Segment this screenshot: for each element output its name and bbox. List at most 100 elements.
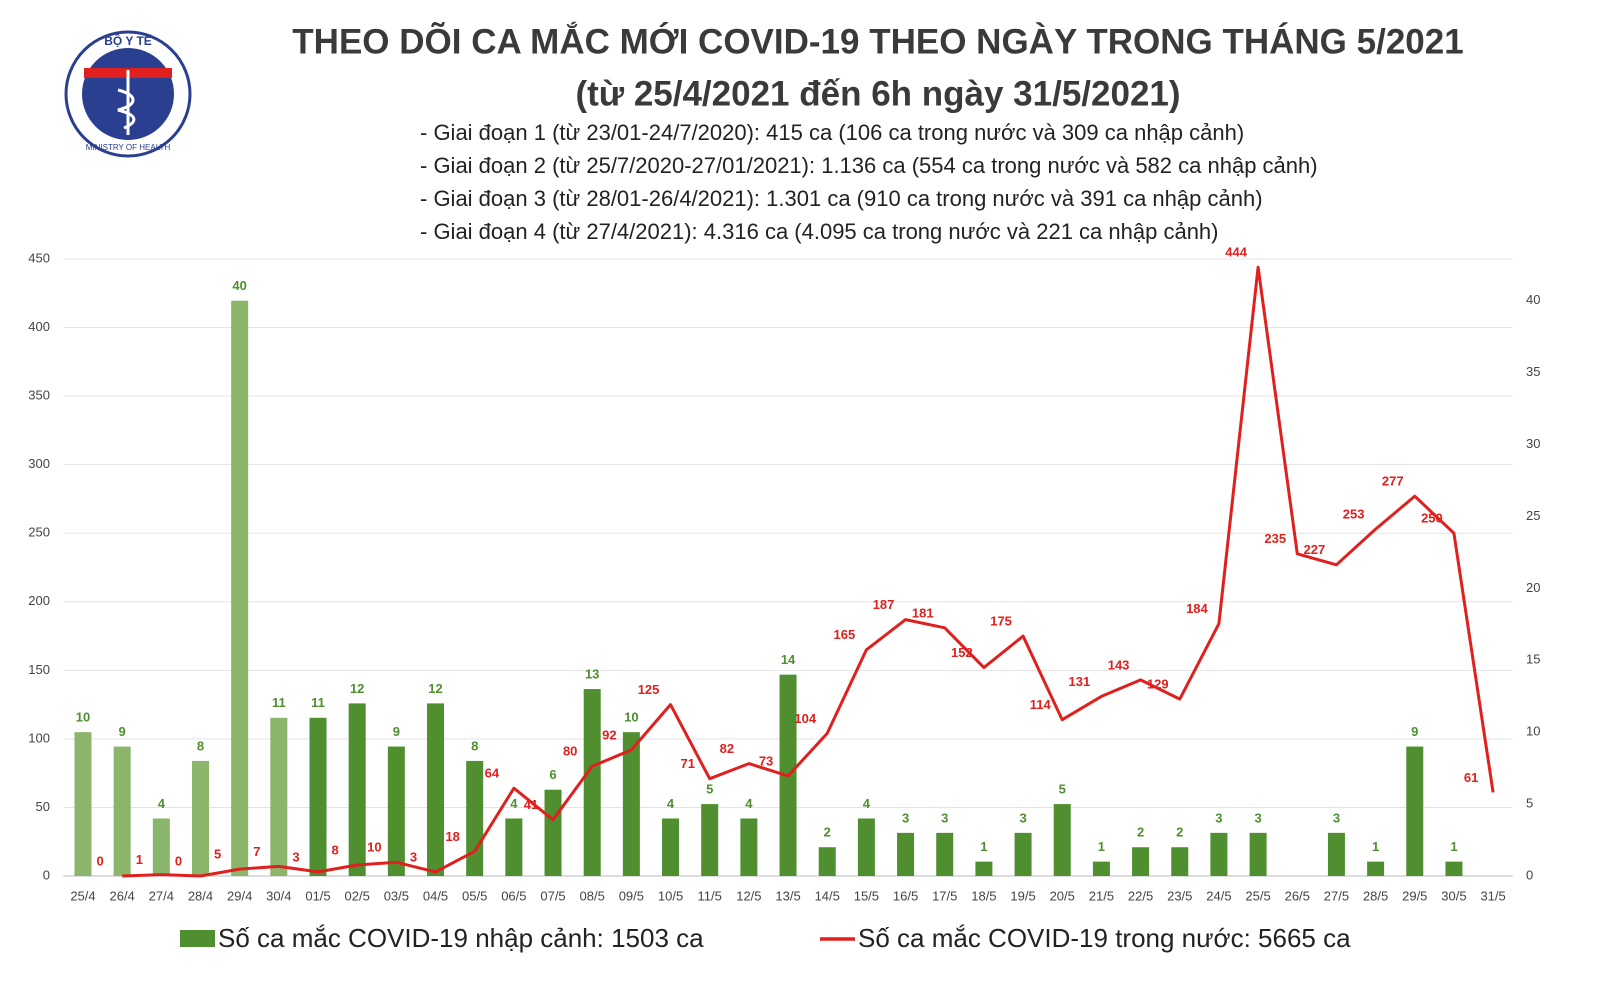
bar [387,746,405,876]
y-tick-label: 250 [28,525,50,540]
bar-value-label: 2 [824,825,831,840]
x-tick-label: 28/5 [1363,888,1388,903]
line [122,265,1495,878]
x-tick-label: 02/5 [345,888,370,903]
line-value-label: 10 [367,840,381,855]
legend-label: Số ca mắc COVID-19 trong nước: 5665 ca [858,923,1351,953]
x-tick-label: 07/5 [540,888,565,903]
x-tick-label: 22/5 [1128,888,1153,903]
y2-tick-label: 0 [1526,867,1533,882]
bar-value-label: 1 [1450,839,1457,854]
x-tick-label: 19/5 [1010,888,1035,903]
line-value-label: 0 [97,853,104,868]
bar-value-label: 3 [941,810,948,825]
y2-tick-label: 30 [1526,436,1540,451]
line-value-label: 227 [1304,542,1326,557]
line-value-label: 165 [834,627,856,642]
line-value-label: 104 [794,711,816,726]
bar [1367,861,1385,876]
bar [936,832,954,876]
line-value-label: 131 [1069,674,1091,689]
annotation: - Giai đoạn 3 (từ 28/01-26/4/2021): 1.30… [420,186,1263,211]
line-value-label: 187 [873,597,895,612]
line-value-label: 5 [214,847,221,862]
x-tick-label: 17/5 [932,888,957,903]
chart-title: THEO DÕI CA MẮC MỚI COVID-19 THEO NGÀY T… [292,21,1463,61]
y-tick-label: 0 [43,867,50,882]
x-tick-label: 28/4 [188,888,213,903]
bar-value-label: 4 [863,796,871,811]
x-tick-label: 26/5 [1285,888,1310,903]
x-tick-label: 14/5 [815,888,840,903]
x-tick-label: 21/5 [1089,888,1114,903]
y2-tick-label: 5 [1526,796,1533,811]
line-value-label: 80 [563,744,577,759]
line-value-label: 18 [445,829,459,844]
y2-tick-label: 20 [1526,580,1540,595]
y2-tick-label: 25 [1526,508,1540,523]
line-value-label: 184 [1186,601,1208,616]
line-value-label: 0 [175,853,182,868]
bar-value-label: 1 [980,839,987,854]
y-tick-label: 100 [28,730,50,745]
bar-value-label: 6 [549,767,556,782]
annotation: - Giai đoạn 2 (từ 25/7/2020-27/01/2021):… [420,153,1318,178]
chart-subtitle: (từ 25/4/2021 đến 6h ngày 31/5/2021) [575,74,1180,113]
bar [975,861,993,876]
y2-tick-label: 35 [1526,364,1540,379]
bar [270,717,288,876]
line-value-label: 82 [720,741,734,756]
line-value-label: 3 [410,849,417,864]
bar [857,818,875,876]
bar [897,832,915,876]
bar-value-label: 3 [1333,810,1340,825]
line-value-label: 129 [1147,677,1169,692]
line-value-label: 277 [1382,474,1404,489]
x-tick-label: 09/5 [619,888,644,903]
y-tick-label: 50 [36,799,50,814]
bar [1210,832,1228,876]
bar-value-label: 3 [1019,810,1026,825]
bar [662,818,680,876]
y-tick-label: 150 [28,662,50,677]
bar-value-label: 2 [1137,825,1144,840]
x-tick-label: 16/5 [893,888,918,903]
annotation: - Giai đoạn 4 (từ 27/4/2021): 4.316 ca (… [420,219,1219,244]
line-value-label: 61 [1464,770,1478,785]
bar-value-label: 3 [902,810,909,825]
bar-value-label: 40 [232,278,246,293]
bar-value-label: 9 [1411,724,1418,739]
x-tick-label: 11/5 [698,888,722,903]
line-value-label: 114 [1030,697,1052,712]
bar [152,818,170,876]
bar [1014,832,1032,876]
legend-label: Số ca mắc COVID-19 nhập cảnh: 1503 ca [218,923,704,953]
bar [1327,832,1345,876]
y-tick-label: 300 [28,456,50,471]
x-tick-label: 05/5 [462,888,487,903]
bar-value-label: 10 [624,710,638,725]
bar-value-label: 12 [350,681,364,696]
line-value-label: 175 [990,613,1012,628]
line-value-label: 235 [1264,531,1286,546]
line-value-label: 73 [759,753,773,768]
bar-value-label: 3 [1254,810,1261,825]
bar [74,732,92,876]
line-value-label: 7 [253,844,260,859]
bar [231,300,249,876]
bar-value-label: 13 [585,666,599,681]
x-tick-label: 04/5 [423,888,448,903]
logo-bottom-text: MINISTRY OF HEALTH [86,143,171,152]
bar-value-label: 1 [1372,839,1379,854]
bar-value-label: 11 [311,695,325,710]
bar [740,818,758,876]
bar-value-label: 8 [197,738,204,753]
line-value-label: 152 [951,645,973,660]
y-tick-label: 450 [28,250,50,265]
x-tick-label: 18/5 [971,888,996,903]
line-value-label: 1 [136,852,143,867]
line-value-label: 125 [638,682,660,697]
line-value-label: 444 [1225,245,1247,260]
bar-value-label: 5 [706,782,713,797]
bar [1053,804,1071,876]
